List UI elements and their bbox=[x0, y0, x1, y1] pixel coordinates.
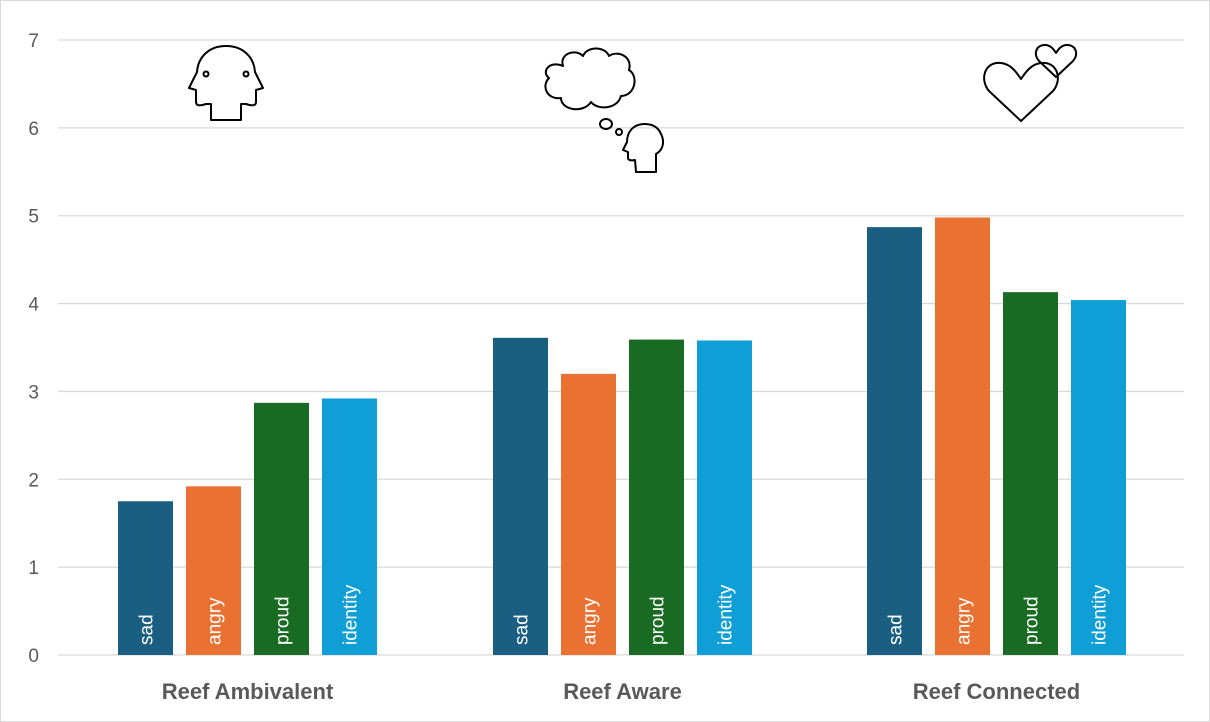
bar-angry bbox=[186, 486, 241, 655]
bar-sad bbox=[493, 337, 548, 655]
y-tick-label: 1 bbox=[28, 558, 39, 579]
y-tick-label: 6 bbox=[28, 119, 39, 140]
y-tick-label: 0 bbox=[28, 646, 39, 667]
y-tick-label: 5 bbox=[28, 207, 39, 228]
bar-identity bbox=[322, 398, 377, 655]
bar-sad bbox=[867, 227, 922, 655]
bar-proud bbox=[1003, 292, 1058, 655]
bar-labels: sad angry proud identity sad angry proud identi… bbox=[137, 584, 1111, 645]
bar-identity bbox=[697, 340, 752, 655]
category-label: Reef Ambivalent bbox=[162, 679, 334, 704]
y-tick-label: 4 bbox=[28, 295, 39, 316]
y-tick-label: 7 bbox=[28, 31, 39, 52]
y-tick-label: 3 bbox=[28, 382, 39, 403]
thought-bubble-icon bbox=[544, 47, 665, 173]
y-axis-tick-labels: 0 1 2 3 4 5 6 7 bbox=[28, 31, 39, 667]
bar-proud bbox=[254, 402, 309, 655]
bar-label-identity: identity bbox=[341, 584, 362, 645]
bar-label-angry: angry bbox=[954, 597, 975, 645]
head-profile-icon bbox=[188, 45, 264, 121]
category-label: Reef Aware bbox=[563, 679, 682, 704]
bars bbox=[118, 217, 1126, 655]
bar-label-proud: proud bbox=[1022, 596, 1043, 645]
bar-label-identity: identity bbox=[716, 584, 737, 645]
x-axis-category-labels: Reef Ambivalent Reef Aware Reef Connected bbox=[162, 679, 1081, 704]
category-label: Reef Connected bbox=[913, 679, 1080, 704]
bar-label-identity: identity bbox=[1090, 584, 1111, 645]
bar-angry bbox=[561, 373, 616, 655]
bar-angry bbox=[935, 217, 990, 655]
hearts-icon bbox=[983, 44, 1078, 122]
bar-proud bbox=[629, 339, 684, 655]
bar-label-angry: angry bbox=[205, 597, 226, 645]
bar-label-sad: sad bbox=[512, 614, 533, 645]
bar-label-proud: proud bbox=[648, 596, 669, 645]
y-tick-label: 2 bbox=[28, 470, 39, 491]
bar-sad bbox=[118, 501, 173, 655]
bar-identity bbox=[1071, 300, 1126, 655]
bar-label-sad: sad bbox=[886, 614, 907, 645]
bar-label-angry: angry bbox=[580, 597, 601, 645]
gridlines bbox=[58, 39, 1184, 656]
bar-label-sad: sad bbox=[137, 614, 158, 645]
bar-label-proud: proud bbox=[273, 596, 294, 645]
